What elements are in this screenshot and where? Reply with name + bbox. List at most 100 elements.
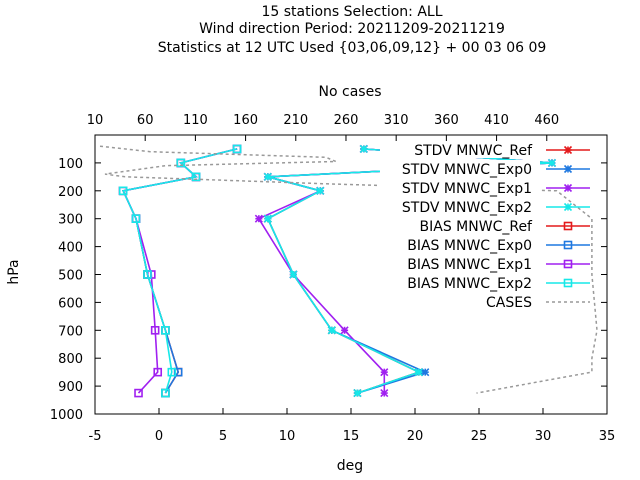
legend-label: STDV MNWC_Exp0 <box>402 162 532 178</box>
x-tick-label: 15 <box>343 429 360 444</box>
legend-swatch-marker <box>563 145 573 155</box>
x2-tick-label: 360 <box>434 113 459 128</box>
series-stdv-mnwc-exp2-point <box>263 172 272 181</box>
x2-tick-label: 210 <box>283 113 308 128</box>
series-stdv-mnwc-exp2-point <box>316 186 325 195</box>
series-bias-mnwc-exp1-point <box>134 388 143 398</box>
x2-axis-label: No cases <box>319 84 382 100</box>
square-marker-shape <box>563 240 573 250</box>
x-tick-label: 25 <box>471 429 488 444</box>
series-bias-mnwc-exp0-line <box>122 148 238 394</box>
y-tick-label: 800 <box>58 352 83 367</box>
square-marker-shape <box>134 388 143 398</box>
series-cases-line <box>99 145 598 394</box>
legend-swatch-marker <box>563 183 573 193</box>
x-tick-label: 10 <box>279 429 296 444</box>
series-bias-mnwc-exp1-line <box>122 148 238 394</box>
square-marker-shape <box>176 158 186 168</box>
series-bias-mnwc-ref <box>118 144 242 398</box>
square-marker-shape <box>161 388 170 398</box>
y-tick-label: 300 <box>58 213 83 228</box>
series-bias-mnwc-exp2-point <box>176 158 186 168</box>
x-tick-label: 0 <box>155 429 163 444</box>
legend-label-backdrop <box>380 274 540 291</box>
series-stdv-mnwc-exp1-point <box>254 214 263 223</box>
legend-label: BIAS MNWC_Exp1 <box>407 257 532 273</box>
series-bias-mnwc-exp2-point <box>143 270 152 279</box>
legend-entry: CASES <box>380 293 590 311</box>
series-bias-mnwc-exp1 <box>118 144 242 398</box>
legend-label: BIAS MNWC_Ref <box>420 219 534 235</box>
y-axis-label: hPa <box>6 259 22 284</box>
square-marker-shape <box>131 214 141 223</box>
x2-tick-label: 460 <box>534 113 559 128</box>
y-tick-label: 100 <box>58 157 83 172</box>
legend-label-backdrop <box>380 255 540 272</box>
x2-tick-label: 310 <box>384 113 409 128</box>
legend-label-backdrop <box>380 293 540 310</box>
square-marker-shape <box>118 186 128 196</box>
square-marker-shape <box>167 367 177 377</box>
title-line-2: Wind direction Period: 20211209-20211219 <box>199 21 505 37</box>
legend-label-backdrop <box>380 236 540 253</box>
legend-label: BIAS MNWC_Exp0 <box>407 238 532 254</box>
legend-label: STDV MNWC_Exp2 <box>402 200 532 216</box>
series-bias-mnwc-ref-line <box>122 148 238 394</box>
legend-entry: STDV MNWC_Exp2 <box>380 198 590 216</box>
x2-tick-label: 110 <box>183 113 208 128</box>
y-tick-label: 700 <box>58 324 83 339</box>
x2-tick-label: 410 <box>484 113 509 128</box>
legend-label-backdrop <box>380 217 540 234</box>
x2-tick-label: 60 <box>137 113 154 128</box>
x-tick-label: 30 <box>535 429 552 444</box>
legend-swatch-marker <box>563 259 573 269</box>
legend-label: BIAS MNWC_Exp2 <box>407 276 532 292</box>
legend-label-backdrop <box>380 160 540 177</box>
legend-swatch-marker <box>563 221 573 231</box>
legend-label-backdrop <box>380 141 540 158</box>
series-stdv-mnwc-exp2-point <box>359 144 368 154</box>
legend-label-backdrop <box>380 198 540 215</box>
legend-label: CASES <box>486 295 532 311</box>
x-tick-label: -5 <box>89 429 102 444</box>
series-stdv-mnwc-exp0-point <box>421 368 430 377</box>
y-tick-label: 200 <box>58 185 83 200</box>
series-bias-mnwc-exp2-point <box>191 172 201 182</box>
legend-entry: STDV MNWC_Exp0 <box>380 160 590 178</box>
legend-swatch-marker <box>563 202 573 212</box>
square-marker-shape <box>232 144 242 154</box>
square-marker-shape <box>563 278 573 288</box>
square-marker-shape <box>161 325 170 335</box>
series-stdv-mnwc-exp1-point <box>340 326 349 335</box>
y-tick-label: 400 <box>58 241 83 256</box>
series-bias-mnwc-exp1-point <box>153 367 163 377</box>
series-stdv-mnwc-exp1-point <box>380 389 389 398</box>
series-bias-mnwc-exp2-point <box>161 325 170 335</box>
legend-label-backdrop <box>380 179 540 196</box>
legend: STDV MNWC_Ref STDV MNWC_Exp0 STDV MNWC_Exp… <box>380 141 590 311</box>
x2-tick-label: 10 <box>87 113 104 128</box>
square-marker-shape <box>143 270 152 279</box>
x2-tick-label: 160 <box>233 113 258 128</box>
x-axis-label: deg <box>337 458 363 474</box>
legend-swatch-marker <box>563 164 573 174</box>
series-stdv-mnwc-exp2-point <box>547 158 557 167</box>
square-marker-shape <box>150 325 160 335</box>
y-tick-label: 600 <box>58 296 83 311</box>
series-stdv-mnwc-exp2-point <box>327 326 336 335</box>
y-tick-label: 900 <box>58 380 83 395</box>
legend-entry: BIAS MNWC_Exp1 <box>380 255 590 273</box>
axes: -5 0 5 10 15 20 25 30 35 10 60 110 160 210 260 310 360 41… <box>50 113 615 444</box>
series-stdv-mnwc-exp2-point <box>263 214 272 223</box>
series-cases <box>99 145 598 394</box>
title-line-1: 15 stations Selection: ALL <box>261 4 442 20</box>
square-marker-shape <box>191 172 201 182</box>
y-tick-label: 500 <box>58 269 83 284</box>
series-bias-mnwc-exp2-point <box>232 144 242 154</box>
x2-tick-label: 260 <box>334 113 359 128</box>
series-bias-mnwc-exp0 <box>118 144 242 398</box>
legend-swatch-marker <box>563 278 573 288</box>
legend-entry: BIAS MNWC_Ref <box>380 217 590 235</box>
legend-swatch-marker <box>563 240 573 250</box>
series-bias-mnwc-exp2-point <box>167 367 177 377</box>
